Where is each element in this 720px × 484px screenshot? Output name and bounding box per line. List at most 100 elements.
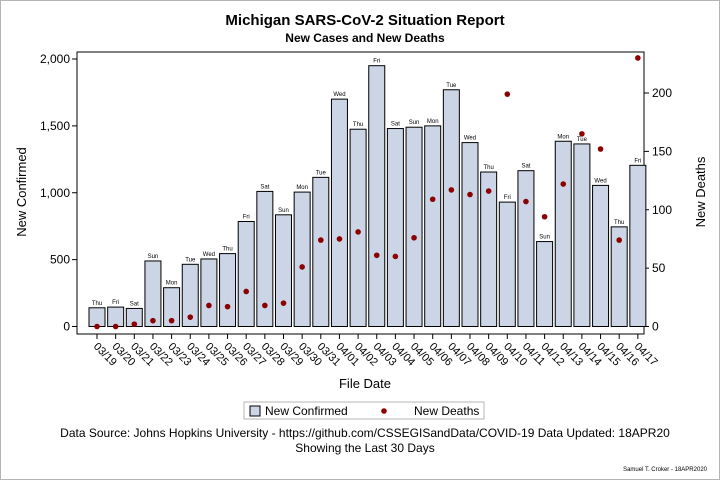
point-new-deaths bbox=[243, 288, 249, 295]
bar-weekday-label: Thu bbox=[353, 122, 363, 128]
point-new-deaths bbox=[448, 187, 455, 193]
bar-weekday-label: Tue bbox=[316, 170, 327, 176]
y-tick-label: 500 bbox=[50, 253, 70, 267]
y-tick-label: 2,000 bbox=[40, 52, 70, 66]
bar-weekday-label: Sat bbox=[130, 301, 139, 307]
bar-new-confirmed bbox=[517, 170, 535, 327]
bar-new-confirmed bbox=[312, 176, 330, 327]
bar-new-confirmed bbox=[386, 128, 404, 327]
point-new-deaths bbox=[94, 323, 100, 330]
bar-new-confirmed bbox=[219, 253, 237, 327]
bar-weekday-label: Sat bbox=[260, 184, 269, 190]
point-new-deaths bbox=[336, 236, 343, 242]
bar-weekday-label: Fri bbox=[634, 158, 641, 164]
bar-weekday-label: Sat bbox=[521, 164, 530, 170]
bar-weekday-label: Mon bbox=[296, 185, 308, 191]
bar-new-confirmed bbox=[368, 65, 386, 327]
point-new-deaths bbox=[429, 196, 436, 203]
y-axis-label: New Confirmed bbox=[14, 147, 29, 237]
bar-new-confirmed bbox=[592, 184, 610, 327]
bar-new-confirmed bbox=[424, 125, 442, 327]
legend-label-deaths: New Deaths bbox=[414, 404, 479, 418]
bar-new-confirmed bbox=[498, 201, 516, 327]
bar-weekday-label: Thu bbox=[614, 220, 624, 226]
legend-swatch-confirmed bbox=[249, 405, 261, 417]
chart-title: Michigan SARS-CoV-2 Situation Report bbox=[225, 12, 504, 29]
bar-new-confirmed bbox=[107, 306, 125, 328]
y-tick-label: 0 bbox=[63, 320, 70, 334]
bar-new-confirmed bbox=[536, 241, 554, 328]
y2-tick-label: 150 bbox=[652, 144, 672, 158]
point-new-deaths bbox=[523, 198, 529, 205]
point-new-deaths bbox=[318, 237, 324, 243]
bar-weekday-label: Wed bbox=[203, 252, 215, 258]
bar-weekday-label: Fri bbox=[112, 300, 119, 306]
point-new-deaths bbox=[224, 303, 231, 310]
bar-new-confirmed bbox=[554, 140, 572, 327]
bar-weekday-label: Thu bbox=[483, 165, 493, 171]
bar-new-confirmed bbox=[442, 89, 460, 327]
point-new-deaths bbox=[299, 264, 305, 270]
legend-marker-deaths bbox=[381, 408, 387, 414]
bar-new-confirmed bbox=[330, 98, 348, 327]
bar-weekday-label: Tue bbox=[446, 83, 457, 89]
bar-new-confirmed bbox=[163, 287, 181, 327]
y-tick-label: 1,000 bbox=[40, 186, 70, 200]
bar-weekday-label: Sat bbox=[391, 122, 400, 128]
bar-new-confirmed bbox=[200, 258, 218, 327]
point-new-deaths bbox=[467, 191, 473, 198]
bar-weekday-label: Tue bbox=[577, 137, 588, 143]
point-new-deaths bbox=[112, 323, 119, 330]
bar-new-confirmed bbox=[256, 190, 274, 327]
point-new-deaths bbox=[597, 146, 604, 152]
y2-tick-label: 200 bbox=[652, 86, 672, 100]
point-new-deaths bbox=[373, 252, 380, 259]
bar-new-confirmed bbox=[181, 263, 199, 327]
bar-new-confirmed bbox=[610, 226, 628, 327]
point-new-deaths bbox=[616, 237, 622, 243]
point-new-deaths bbox=[504, 91, 511, 97]
bar-new-confirmed bbox=[405, 126, 423, 328]
bar-weekday-label: Thu bbox=[222, 247, 232, 253]
legend-frame bbox=[243, 401, 485, 420]
bar-weekday-label: Mon bbox=[427, 119, 439, 125]
bar-weekday-label: Wed bbox=[464, 136, 476, 142]
bar-new-confirmed bbox=[237, 221, 255, 328]
bar-weekday-label: Sun bbox=[539, 235, 550, 241]
data-source-note: Data Source: Johns Hopkins University - … bbox=[60, 426, 670, 440]
bar-weekday-label: Thu bbox=[92, 301, 102, 307]
y2-tick-label: 0 bbox=[652, 320, 659, 334]
bar-new-confirmed bbox=[144, 260, 162, 327]
point-new-deaths bbox=[579, 131, 585, 137]
point-new-deaths bbox=[168, 317, 175, 324]
bar-weekday-label: Sun bbox=[148, 254, 159, 260]
bar-weekday-label: Sun bbox=[278, 208, 289, 214]
bar-new-confirmed bbox=[88, 307, 106, 327]
bar-weekday-label: Fri bbox=[243, 215, 250, 221]
legend: New Confirmed New Deaths bbox=[243, 401, 485, 420]
point-new-deaths bbox=[150, 317, 156, 324]
bar-new-confirmed bbox=[480, 171, 498, 327]
point-new-deaths bbox=[485, 188, 492, 194]
author-credit: Samuel T. Croker - 18APR2020 bbox=[623, 467, 708, 473]
x-axis-label: File Date bbox=[339, 376, 391, 391]
bar-weekday-label: Wed bbox=[333, 92, 345, 98]
point-new-deaths bbox=[635, 55, 641, 61]
bar-new-confirmed bbox=[573, 143, 591, 327]
point-new-deaths bbox=[355, 229, 361, 235]
point-new-deaths bbox=[187, 314, 194, 320]
point-new-deaths bbox=[411, 234, 417, 241]
bar-new-confirmed bbox=[629, 164, 647, 327]
y2-axis-label: New Deaths bbox=[693, 156, 708, 227]
point-new-deaths bbox=[206, 302, 212, 309]
bar-new-confirmed bbox=[293, 191, 311, 327]
y-tick-label: 1,500 bbox=[40, 119, 70, 133]
point-new-deaths bbox=[262, 302, 268, 309]
bar-weekday-label: Wed bbox=[594, 178, 606, 184]
legend-label-confirmed: New Confirmed bbox=[265, 404, 348, 418]
plot-area: 05001,0001,5002,00005010015020003/19Thu0… bbox=[40, 51, 672, 369]
chart-subtitle: New Cases and New Deaths bbox=[285, 31, 445, 45]
bar-weekday-label: Mon bbox=[166, 281, 178, 287]
